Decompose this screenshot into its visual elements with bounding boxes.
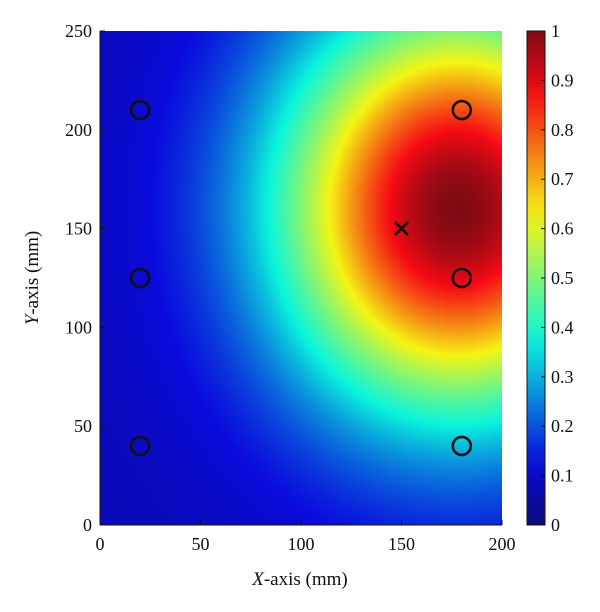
colorbar: 0 0.1 0.2 0.3 0.4 0.5 0.6 0.7 0.8 0.9 1	[526, 21, 574, 535]
y-tick-label-1: 50	[74, 416, 92, 436]
colorbar-tick-label-4: 0.4	[551, 317, 574, 337]
plot-area	[100, 31, 502, 525]
colorbar-tick-label-7: 0.7	[551, 169, 574, 189]
y-tick-label-2: 100	[65, 317, 92, 337]
x-tick-label-2: 100	[288, 534, 315, 554]
colorbar-tick-label-1: 0.1	[551, 466, 574, 486]
colorbar-tick-label-8: 0.8	[551, 120, 574, 140]
x-axis-label-rest: -axis (mm)	[264, 569, 348, 590]
colorbar-tick-label-10: 1	[551, 21, 560, 41]
colorbar-tick-label-5: 0.5	[551, 268, 574, 288]
sensor-marker-2	[129, 435, 151, 457]
y-tick-label-4: 200	[65, 120, 92, 140]
y-tick-label-3: 150	[65, 219, 92, 239]
sensor-marker-3	[451, 99, 473, 121]
sensor-marker-1	[129, 267, 151, 289]
source-marker	[394, 221, 409, 237]
colorbar-tick-label-0: 0	[551, 515, 560, 535]
x-tick-label-0: 0	[96, 534, 105, 554]
sensor-marker-5	[451, 435, 473, 457]
colorbar-tick-label-3: 0.3	[551, 367, 574, 387]
heatmap-image	[100, 31, 502, 525]
colorbar-tick-label-6: 0.6	[551, 219, 574, 239]
x-axis-label: X-axis (mm)	[251, 569, 348, 590]
x-tick-label-1: 50	[192, 534, 210, 554]
x-tick-label-3: 150	[388, 534, 415, 554]
y-tick-label-0: 0	[83, 515, 92, 535]
y-axis-label: Y-axis (mm)	[22, 231, 43, 325]
x-tick-label-4: 200	[489, 534, 516, 554]
y-tick-label-5: 250	[65, 21, 92, 41]
colorbar-tick-label-2: 0.2	[551, 416, 574, 436]
sensor-marker-0	[129, 99, 151, 121]
x-axis-label-italic: X	[251, 569, 265, 590]
y-axis-label-italic: Y	[22, 312, 43, 325]
y-axis-label-rest: -axis (mm)	[22, 231, 43, 315]
axes: 0 50 100 150 200 0 50 100 150 200 250	[65, 21, 516, 554]
colorbar-tick-label-9: 0.9	[551, 70, 574, 90]
sensor-marker-4	[451, 267, 473, 289]
